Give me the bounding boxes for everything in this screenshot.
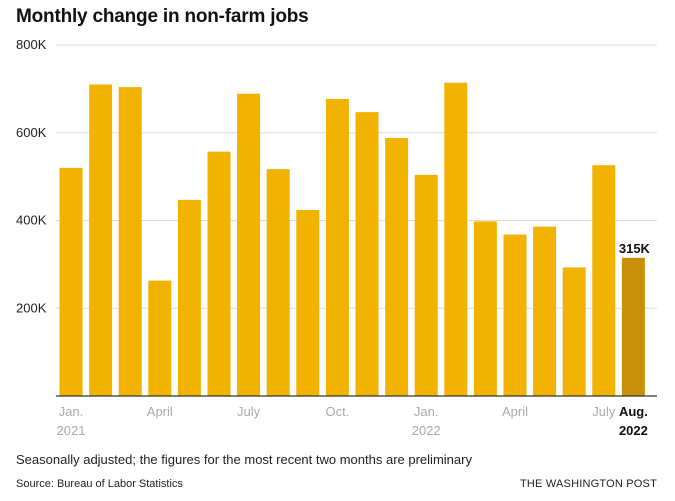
x-tick-label: 2022 <box>412 423 441 438</box>
bar <box>237 93 261 397</box>
bar <box>414 174 438 396</box>
chart-title: Monthly change in non-farm jobs <box>16 6 309 27</box>
x-tick-label: Jan. <box>59 404 84 419</box>
bar <box>266 169 290 396</box>
x-tick-label: July <box>592 404 616 419</box>
bar <box>148 280 172 396</box>
bar <box>207 151 231 396</box>
data-label: 315K <box>619 241 651 256</box>
bar <box>296 209 320 396</box>
y-tick-label: 400K <box>16 213 47 228</box>
bar <box>562 267 586 396</box>
bar <box>325 98 349 396</box>
bar <box>473 221 497 396</box>
bar <box>385 138 409 396</box>
bar <box>503 234 527 396</box>
bar <box>89 84 113 397</box>
x-tick-label: 2022 <box>619 423 648 438</box>
x-tick-label: Oct. <box>325 404 349 419</box>
bar <box>177 199 201 396</box>
bar <box>444 82 468 397</box>
x-tick-label: April <box>502 404 528 419</box>
x-tick-label: April <box>147 404 173 419</box>
publisher-credit: THE WASHINGTON POST <box>519 478 657 490</box>
bar-highlight <box>621 257 645 396</box>
y-tick-label: 200K <box>16 300 47 315</box>
source-note: Source: Bureau of Labor Statistics <box>16 478 183 490</box>
y-tick-label: 600K <box>16 125 47 140</box>
x-tick-label: Jan. <box>414 404 439 419</box>
x-tick-label: 2021 <box>57 423 86 438</box>
chart-footnote: Seasonally adjusted; the figures for the… <box>16 452 472 467</box>
x-tick-label: July <box>237 404 261 419</box>
y-tick-label: 800K <box>16 37 47 52</box>
x-tick-label: Aug. <box>619 404 648 419</box>
bar <box>118 87 142 397</box>
bar <box>59 167 83 396</box>
bar <box>355 112 379 396</box>
bar <box>592 165 616 396</box>
bar <box>533 226 557 396</box>
